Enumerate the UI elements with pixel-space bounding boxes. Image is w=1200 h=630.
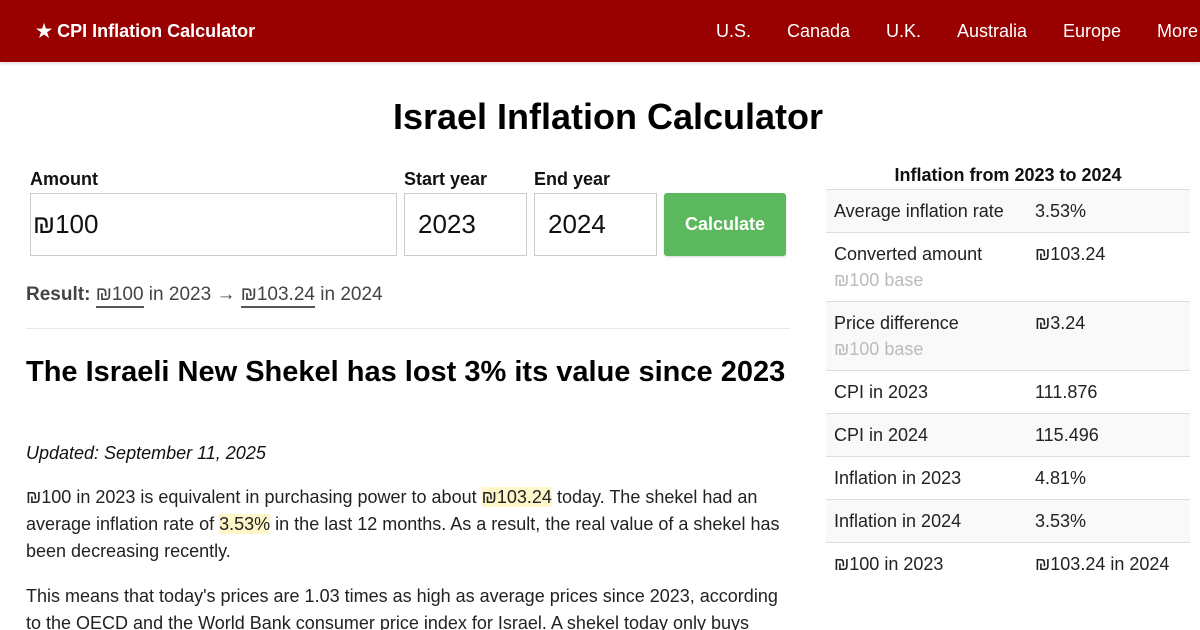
nav-link-more[interactable]: More bbox=[1157, 21, 1199, 41]
updated-date: Updated: September 11, 2025 bbox=[26, 443, 266, 463]
result-from-amount: ₪100 bbox=[95, 284, 144, 308]
paragraph-text: today. The shekel had an average inflati… bbox=[26, 487, 758, 534]
calculate-button[interactable]: Calculate bbox=[664, 193, 786, 256]
row-value: ₪103.24 in 2024 bbox=[1035, 554, 1170, 574]
row-label: Inflation in 2024 bbox=[834, 511, 962, 531]
paragraph-text: ₪100 in 2023 is equivalent in purchasing… bbox=[26, 487, 482, 507]
top-navigation-bar: ★ CPI Inflation Calculator U.S. Canada U… bbox=[0, 0, 1200, 62]
section-divider bbox=[26, 328, 790, 329]
highlighted-inflation-rate: 3.53% bbox=[219, 514, 271, 534]
row-value: 4.81% bbox=[1035, 468, 1087, 488]
end-year-label: End year bbox=[534, 169, 611, 189]
end-year-input[interactable] bbox=[534, 193, 657, 256]
inflation-summary-table: Average inflation rate 3.53% Converted a… bbox=[826, 189, 1190, 585]
nav-link-us[interactable]: U.S. bbox=[716, 21, 752, 41]
row-label: ₪100 in 2023 bbox=[834, 554, 944, 574]
row-value: 115.496 bbox=[1035, 425, 1099, 445]
amount-input[interactable] bbox=[30, 193, 397, 256]
row-value: ₪3.24 bbox=[1035, 313, 1086, 333]
table-row: Inflation in 2023 4.81% bbox=[826, 456, 1190, 500]
table-row: Average inflation rate 3.53% bbox=[826, 189, 1190, 233]
row-sublabel: ₪100 base bbox=[834, 270, 924, 290]
result-to-amount: ₪103.24 bbox=[240, 284, 315, 308]
arrow-icon: → bbox=[216, 284, 236, 305]
row-label: CPI in 2023 bbox=[834, 382, 929, 402]
sidebar-title: Inflation from 2023 to 2024 bbox=[894, 165, 1122, 185]
row-label: CPI in 2024 bbox=[834, 425, 929, 445]
table-row: ₪100 in 2023 ₪103.24 in 2024 bbox=[826, 542, 1190, 585]
start-year-label: Start year bbox=[404, 169, 488, 189]
row-label: Inflation in 2023 bbox=[834, 468, 962, 488]
table-row: Converted amount ₪100 base ₪103.24 bbox=[826, 232, 1190, 302]
table-row: Inflation in 2024 3.53% bbox=[826, 499, 1190, 543]
nav-link-australia[interactable]: Australia bbox=[957, 21, 1028, 41]
row-sublabel: ₪100 base bbox=[834, 339, 924, 359]
table-row: Price difference ₪100 base ₪3.24 bbox=[826, 301, 1190, 371]
country-nav: U.S. Canada U.K. Australia Europe More bbox=[0, 20, 1200, 42]
row-label: Average inflation rate bbox=[834, 201, 1004, 221]
nav-link-canada[interactable]: Canada bbox=[787, 21, 851, 41]
page-title: Israel Inflation Calculator bbox=[392, 96, 824, 137]
nav-link-uk[interactable]: U.K. bbox=[886, 21, 922, 41]
summary-paragraph: ₪100 in 2023 is equivalent in purchasing… bbox=[26, 484, 796, 565]
paragraph-text: in the last 12 months. As a result, the … bbox=[26, 514, 780, 561]
table-row: CPI in 2023 111.876 bbox=[826, 370, 1190, 414]
result-from-year: in 2023 bbox=[143, 284, 217, 305]
start-year-input[interactable] bbox=[404, 193, 527, 256]
row-label: Converted amount ₪100 base bbox=[826, 233, 1027, 302]
row-value: 3.53% bbox=[1035, 201, 1087, 221]
brand-link[interactable]: ★ CPI Inflation Calculator bbox=[36, 21, 256, 41]
row-label: Price difference ₪100 base bbox=[826, 302, 1027, 371]
explanation-paragraph: This means that today's prices are 1.03 … bbox=[26, 586, 778, 630]
highlighted-converted-amount: ₪103.24 bbox=[481, 487, 552, 507]
result-to-year: in 2024 bbox=[314, 284, 383, 305]
result-summary: Result: ₪100 in 2023 → ₪103.24 in 2024 bbox=[26, 283, 383, 308]
row-value: ₪103.24 bbox=[1035, 244, 1106, 264]
amount-label: Amount bbox=[30, 169, 98, 189]
nav-link-europe[interactable]: Europe bbox=[1063, 21, 1122, 41]
article-heading: The Israeli New Shekel has lost 3% its v… bbox=[26, 356, 786, 388]
table-row: CPI in 2024 115.496 bbox=[826, 413, 1190, 457]
row-value: 111.876 bbox=[1035, 382, 1098, 402]
result-label: Result: bbox=[26, 284, 91, 305]
row-value: 3.53% bbox=[1035, 511, 1087, 531]
